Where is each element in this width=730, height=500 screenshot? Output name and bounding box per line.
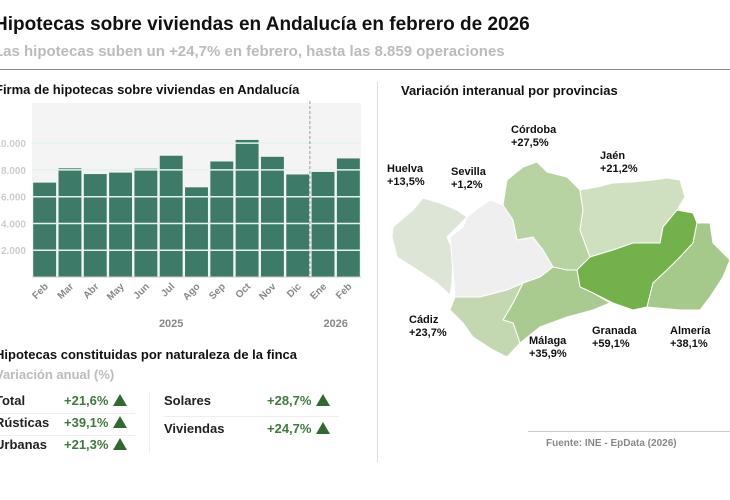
up-arrow-icon <box>316 394 330 406</box>
province-value: +27,5% <box>511 137 549 149</box>
table-row: Viviendas +24,7% <box>164 421 339 443</box>
table-row: Solares +28,7% <box>164 393 339 415</box>
bar <box>210 161 234 277</box>
row-value: +24,7% <box>267 421 312 436</box>
y-tick-label: 10.000 <box>0 139 26 150</box>
province-name: Córdoba <box>511 124 557 136</box>
province-value: +21,2% <box>600 163 638 175</box>
source-note: Fuente: INE - EpData (2026) <box>546 438 677 449</box>
row-value: +21,3% <box>64 437 109 452</box>
divider <box>377 82 378 462</box>
table-row: Rústicas +39,1% <box>0 415 135 437</box>
province-label: Cádiz +23,7% <box>409 314 447 340</box>
y-tick-label: 4.000 <box>1 219 26 230</box>
bar <box>185 187 208 277</box>
row-label: Solares <box>164 393 211 408</box>
table-row: Urbanas +21,3% <box>0 437 135 459</box>
province-value: +13,5% <box>387 176 425 188</box>
table-subtitle: Variación anual (%) <box>0 367 115 382</box>
row-label: Viviendas <box>164 421 225 436</box>
y-tick-label: 2.000 <box>1 246 26 257</box>
row-value: +28,7% <box>267 393 312 408</box>
bar <box>336 158 360 277</box>
table-title: Hipotecas constituidas por naturaleza de… <box>0 347 297 362</box>
map-title: Variación interanual por provincias <box>401 83 618 98</box>
province-almeria[interactable] <box>646 222 730 311</box>
province-name: Jaén <box>600 150 626 162</box>
province-label: Córdoba +27,5% <box>511 124 556 150</box>
up-arrow-icon <box>316 422 330 434</box>
up-arrow-icon <box>113 394 127 406</box>
row-value: +39,1% <box>64 415 109 430</box>
bar <box>33 182 57 277</box>
row-separator <box>164 416 339 417</box>
divider <box>528 431 730 432</box>
bar <box>235 139 259 277</box>
bar <box>83 174 107 277</box>
row-label: Rústicas <box>0 415 50 430</box>
page-title: Hipotecas sobre viviendas en Andalucía e… <box>0 14 530 35</box>
row-value: +21,6% <box>64 393 109 408</box>
bar <box>286 174 310 277</box>
province-label: Almería +38,1% <box>670 325 710 351</box>
province-value: +23,7% <box>409 327 447 339</box>
province-value: +35,9% <box>529 348 567 360</box>
province-cadiz[interactable] <box>449 281 525 358</box>
province-name: Sevilla <box>451 166 486 178</box>
bar <box>159 155 183 277</box>
province-label: Málaga +35,9% <box>529 335 567 361</box>
divider <box>149 393 150 453</box>
province-value: +1,2% <box>451 179 483 191</box>
province-name: Almería <box>670 325 711 337</box>
up-arrow-icon <box>113 438 127 450</box>
year-label: 2025 <box>159 318 183 330</box>
row-label: Total <box>0 393 26 408</box>
page-subtitle: Las hipotecas suben un +24,7% en febrero… <box>0 43 505 60</box>
row-separator <box>0 413 135 414</box>
province-label: Sevilla +1,2% <box>451 166 486 192</box>
year-label: 2026 <box>323 318 347 330</box>
y-tick-label: 6.000 <box>1 193 26 204</box>
up-arrow-icon <box>113 416 127 428</box>
province-value: +38,1% <box>670 338 708 350</box>
bar <box>260 156 284 277</box>
chart-title: Firma de hipotecas sobre viviendas en An… <box>0 82 300 97</box>
row-label: Urbanas <box>0 437 48 452</box>
province-label: Huelva +13,5% <box>387 163 425 189</box>
province-name: Huelva <box>387 163 424 175</box>
bar-chart: 2.0004.0006.0008.00010.000FebMarAbrMayJu… <box>0 101 361 330</box>
province-label: Granada +59,1% <box>592 325 637 351</box>
province-label: Jaén +21,2% <box>600 150 638 176</box>
province-value: +59,1% <box>592 338 630 350</box>
divider <box>0 69 730 70</box>
province-name: Cádiz <box>409 314 439 326</box>
table-row: Total +21,6% <box>0 393 135 415</box>
row-separator <box>0 435 135 436</box>
y-tick-label: 8.000 <box>1 166 26 177</box>
province-name: Málaga <box>529 335 567 347</box>
province-name: Granada <box>592 325 637 337</box>
